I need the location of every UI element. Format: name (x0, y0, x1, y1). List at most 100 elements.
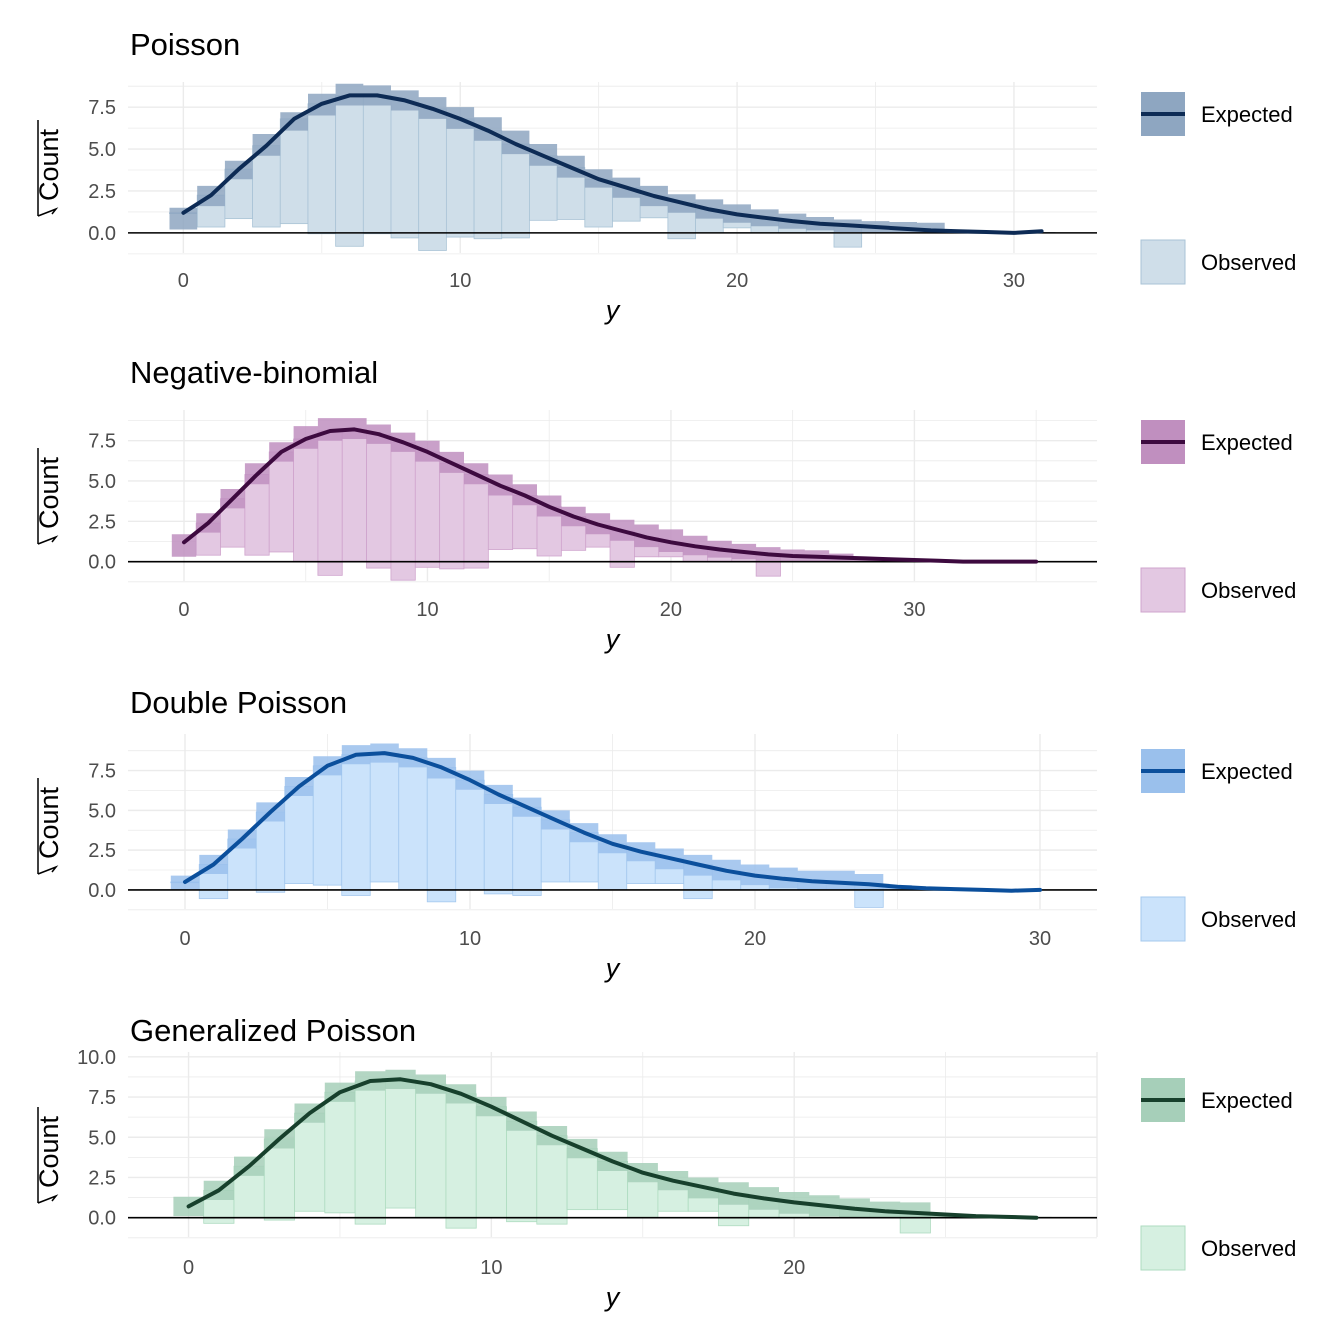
x-tick-label: 10 (480, 1257, 502, 1279)
legend: Expected Observed (1140, 1078, 1296, 1271)
panel-1: Negative-binomial 0.0 2.5 5.0 7.5 0 10 20 30 y Cou… (34, 355, 1296, 654)
y-axis-label: Count (34, 456, 64, 529)
observed-bar (398, 757, 428, 891)
observed-bar (414, 451, 441, 568)
y-tick-label: 0.0 (88, 223, 116, 245)
observed-bar (362, 95, 392, 235)
observed-bar (341, 428, 367, 563)
expected-band (171, 418, 1049, 562)
sqrt-symbol (37, 535, 59, 545)
observed-bar (293, 438, 319, 563)
y-tick-label: 10.0 (77, 1047, 116, 1069)
y-tick-label: 2.5 (88, 840, 116, 862)
x-tick-label: 10 (449, 270, 471, 292)
legend-key-expected (1141, 92, 1185, 136)
legend: Expected Observed (1140, 92, 1296, 285)
y-tick-label: 5.0 (88, 139, 116, 161)
y-tick-label: 2.5 (88, 1167, 116, 1189)
observed-bar (341, 754, 371, 896)
expected-line (182, 427, 1039, 564)
legend: Expected Observed (1140, 420, 1296, 613)
observed-bar (307, 103, 337, 235)
observed-bars (169, 95, 863, 251)
observed-bar (475, 1106, 507, 1219)
observed-bar (536, 1135, 568, 1225)
legend-key-expected (1141, 1078, 1185, 1122)
observed-bar (390, 441, 416, 581)
y-tick-label: 0.0 (88, 880, 116, 902)
panel-title: Poisson (130, 27, 240, 62)
y-axis-title: Count (34, 120, 64, 217)
y-tick-label: 7.5 (88, 431, 116, 453)
x-axis-title: y (604, 295, 621, 325)
expected-line (183, 751, 1042, 893)
observed-bar (263, 1138, 295, 1221)
y-axis-label: Count (34, 128, 64, 201)
x-axis-title: y (604, 624, 621, 654)
observed-bar (335, 95, 364, 247)
x-axis-title: y (604, 953, 621, 983)
legend-label-expected: Expected (1201, 102, 1293, 127)
observed-bar (366, 433, 392, 569)
y-tick-label: 0.0 (88, 1208, 116, 1230)
x-tick-label: 0 (178, 599, 189, 621)
legend-swatch-observed (1140, 567, 1186, 613)
observed-bar (501, 143, 530, 239)
observed-bar (279, 118, 309, 225)
legend-key-observed (1140, 896, 1186, 942)
x-axis-title: y (604, 1282, 621, 1312)
expected-line (181, 93, 1044, 235)
y-tick-label: 2.5 (88, 511, 116, 533)
legend-label-observed: Observed (1201, 578, 1296, 603)
observed-bar (483, 794, 514, 895)
y-axis-title: Count (34, 778, 64, 875)
observed-bar (317, 430, 343, 576)
observed-bar (426, 767, 457, 903)
observed-bar (354, 1080, 386, 1225)
legend-label-expected: Expected (1201, 1088, 1293, 1113)
observed-bar (455, 779, 485, 891)
y-tick-label: 0.0 (88, 552, 116, 574)
observed-bar (252, 145, 281, 228)
legend-key-expected (1141, 749, 1185, 793)
observed-bar (566, 1148, 598, 1211)
legend-label-observed: Observed (1201, 250, 1296, 275)
y-tick-label: 7.5 (88, 97, 116, 119)
observed-bar (463, 474, 489, 569)
legend-swatch-observed (1140, 896, 1186, 942)
x-tick-label: 20 (783, 1257, 805, 1279)
y-tick-label: 5.0 (88, 800, 116, 822)
x-tick-label: 20 (726, 270, 748, 292)
observed-bar (384, 1078, 417, 1209)
sqrt-symbol (37, 1194, 59, 1204)
observed-bar (418, 108, 447, 251)
x-tick-label: 0 (178, 270, 189, 292)
observed-bars (203, 1078, 931, 1234)
expected-line (186, 1077, 1039, 1220)
y-tick-label: 7.5 (88, 1087, 116, 1109)
legend-label-observed: Observed (1201, 1236, 1296, 1261)
panel-2: Double Poisson 0.0 2.5 5.0 7.5 0 10 20 30 y Count E… (34, 685, 1296, 983)
observed-bar (445, 1093, 477, 1229)
panel-title: Generalized Poisson (130, 1013, 416, 1048)
observed-bar (390, 100, 420, 239)
observed-bar (415, 1083, 447, 1219)
panel-title: Double Poisson (130, 685, 347, 720)
observed-bar (473, 130, 503, 240)
x-tick-label: 0 (179, 928, 190, 950)
legend-label-expected: Expected (1201, 430, 1293, 455)
legend-key-observed (1140, 239, 1186, 285)
observed-bar (512, 806, 542, 896)
legend-swatch-observed (1140, 1225, 1186, 1271)
panel-0: Poisson 0.0 2.5 5.0 7.5 0 10 20 30 y Count Expected… (34, 27, 1296, 325)
legend-key-observed (1140, 1225, 1186, 1271)
x-tick-label: 10 (416, 599, 438, 621)
legend-key-observed (1140, 567, 1186, 613)
legend: Expected Observed (1140, 749, 1296, 942)
observed-bar (294, 1112, 326, 1212)
observed-bar (324, 1091, 356, 1214)
x-tick-label: 20 (660, 599, 682, 621)
legend-swatch-observed (1140, 239, 1186, 285)
observed-bar (445, 118, 475, 238)
